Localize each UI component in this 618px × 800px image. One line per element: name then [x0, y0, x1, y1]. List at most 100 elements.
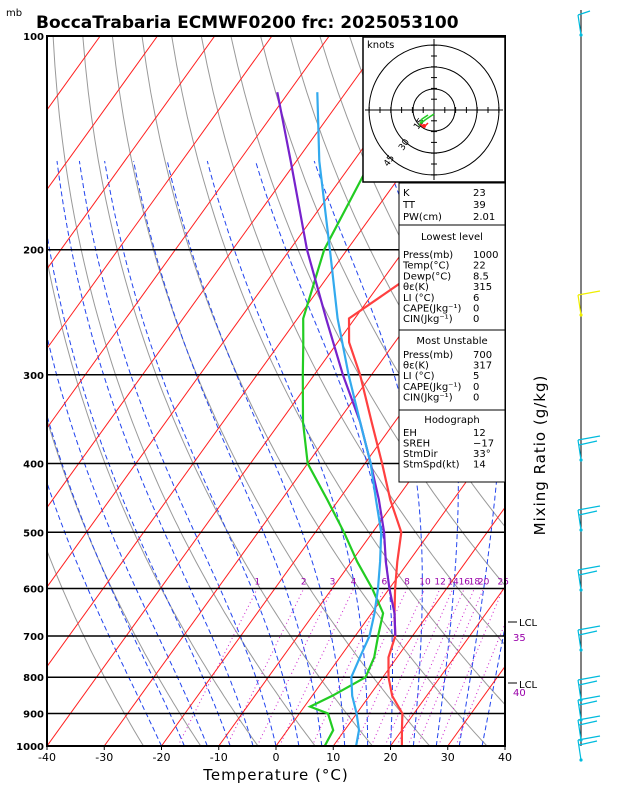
sounding-profiles	[276, 36, 505, 746]
wind-barb-dot	[579, 33, 583, 37]
wind-barb-flag	[577, 505, 601, 511]
moist-adiabat-line	[47, 481, 162, 746]
most-unstable-rows: Press(mb) 700 θε(K) 317 LI (°C) 5 CAPE(Jkg⁻¹) 0…	[403, 350, 492, 403]
index-row-value: 6	[473, 293, 479, 304]
isotherm-line	[47, 36, 158, 191]
hodograph-params-heading: Hodograph	[424, 415, 479, 426]
isotherm-line	[47, 36, 387, 509]
wind-barb-shaft	[577, 439, 582, 461]
moist-adiabat-line	[458, 160, 503, 746]
wind-barb-shaft	[577, 739, 582, 761]
temperature-profile	[347, 223, 505, 746]
wind-barb-flag	[577, 735, 601, 741]
wind-barb-flag	[577, 435, 601, 441]
k-index-label: K	[403, 188, 410, 199]
mixing-ratio-label: 2	[301, 578, 307, 588]
dry-adiabat-line	[557, 36, 618, 746]
tt-index-label: TT	[402, 200, 416, 211]
wind-barb-flag	[577, 715, 601, 721]
dry-adiabat-line	[200, 36, 505, 646]
wind-barb-flag	[578, 570, 598, 576]
mixing-ratio-label: 1	[255, 578, 261, 588]
pressure-tick-label: 900	[23, 710, 44, 721]
dry-adiabat-line	[260, 36, 505, 528]
temperature-tick-label: 10	[326, 751, 340, 764]
dry-adiabat-line	[52, 36, 316, 746]
mixing-ratio-label: 6	[382, 578, 388, 588]
temperature-axis: -40 -30 -20 -10 0 10 20 30 40	[38, 746, 512, 764]
isotherm-line	[47, 36, 445, 588]
pressure-unit-label: mb	[6, 8, 22, 19]
mixing-ratio-lines	[177, 588, 505, 746]
wind-barb-dot	[579, 313, 583, 317]
wetbulb-profile	[316, 92, 383, 746]
lcl-upper-label: LCL	[519, 618, 538, 629]
temperature-tick-label: -40	[38, 751, 56, 764]
moist-adiabat-line	[47, 414, 185, 746]
index-row-value: 700	[473, 350, 492, 361]
wind-barb-shaft	[577, 719, 582, 741]
lowest-level-heading: Lowest level	[421, 232, 483, 243]
mixing-ratio-line	[437, 588, 504, 746]
wind-barb-dot	[579, 458, 583, 462]
index-row-label: LI (°C)	[403, 293, 435, 304]
theta-40-label: 40	[513, 688, 526, 699]
wind-barb-dot	[579, 648, 583, 652]
index-row-label: CAPE(Jkg⁻¹)	[403, 382, 461, 393]
wind-barb-flag	[577, 625, 601, 631]
mixing-ratio-label: 18	[469, 578, 481, 588]
indices-panel: K 23 TT 39 PW(cm) 2.01 Lowest level Pres…	[398, 182, 506, 483]
wind-barb-flag	[578, 510, 598, 516]
temperature-tick-label: 40	[498, 751, 512, 764]
dry-adiabat-line	[47, 549, 144, 746]
index-row-label: StmDir	[403, 449, 438, 460]
index-row-label: Dewp(°C)	[403, 271, 451, 282]
wind-barb-shaft	[577, 14, 582, 36]
moist-adiabat-line	[504, 743, 505, 746]
lcl-lower-label: LCL	[519, 680, 538, 691]
index-row-value: 1000	[473, 250, 498, 261]
index-row-value: 315	[473, 282, 492, 293]
dry-adiabat-line	[171, 36, 505, 706]
temperature-tick-label: -20	[153, 751, 171, 764]
k-index-value: 23	[473, 188, 486, 199]
pressure-tick-label: 400	[23, 459, 44, 470]
wind-barb-shaft	[577, 679, 582, 701]
pressure-tick-label: 500	[23, 528, 44, 539]
isotherm-line	[332, 506, 505, 746]
moist-adiabat-line	[166, 160, 346, 746]
temperature-tick-label: -30	[95, 751, 113, 764]
index-row-value: 12	[473, 428, 486, 439]
pressure-tick-label: 100	[23, 32, 44, 43]
moist-adiabat-line	[56, 160, 254, 746]
index-row-value: 33°	[473, 449, 491, 460]
moist-adiabat-line	[47, 231, 231, 746]
wind-barb-flag	[577, 290, 601, 296]
hodograph-unit-label: knots	[367, 40, 394, 51]
mixing-ratio-line	[354, 588, 426, 746]
wind-barb-flag	[577, 10, 591, 16]
index-row-label: LI (°C)	[403, 371, 435, 382]
index-row-value: 22	[473, 261, 486, 272]
pw-label: PW(cm)	[403, 212, 442, 223]
hodograph-ticks	[368, 44, 500, 176]
pressure-tick-label: 700	[23, 632, 44, 643]
mixing-ratio-label: 4	[351, 578, 357, 588]
hodograph-params-box	[398, 409, 506, 483]
mixing-ratio-label: 10	[419, 578, 431, 588]
pressure-tick-label: 800	[23, 673, 44, 684]
wind-barb-shaft	[577, 629, 582, 651]
wind-barb-flag	[578, 700, 598, 706]
wind-barb-flag	[578, 720, 598, 726]
mixing-ratio-label: 16	[459, 578, 471, 588]
mixing-ratio-line	[384, 588, 454, 746]
hodograph-storm-marker	[422, 124, 426, 128]
wind-barb-flag	[577, 695, 601, 701]
wind-barbs	[577, 10, 601, 762]
tt-index-value: 39	[473, 200, 486, 211]
moist-adiabat-lines	[47, 160, 505, 746]
dry-adiabat-line	[587, 36, 618, 746]
wind-barb-shaft	[577, 699, 582, 721]
index-row-value: 8.5	[473, 271, 489, 282]
